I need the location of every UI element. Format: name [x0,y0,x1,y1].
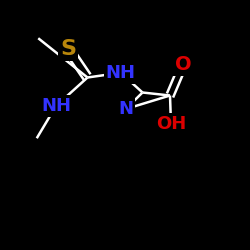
Text: NH: NH [106,64,136,82]
Text: OH: OH [156,115,186,133]
Text: N: N [118,100,133,118]
Text: NH: NH [41,97,71,115]
Text: O: O [175,55,192,74]
Text: S: S [60,39,76,59]
